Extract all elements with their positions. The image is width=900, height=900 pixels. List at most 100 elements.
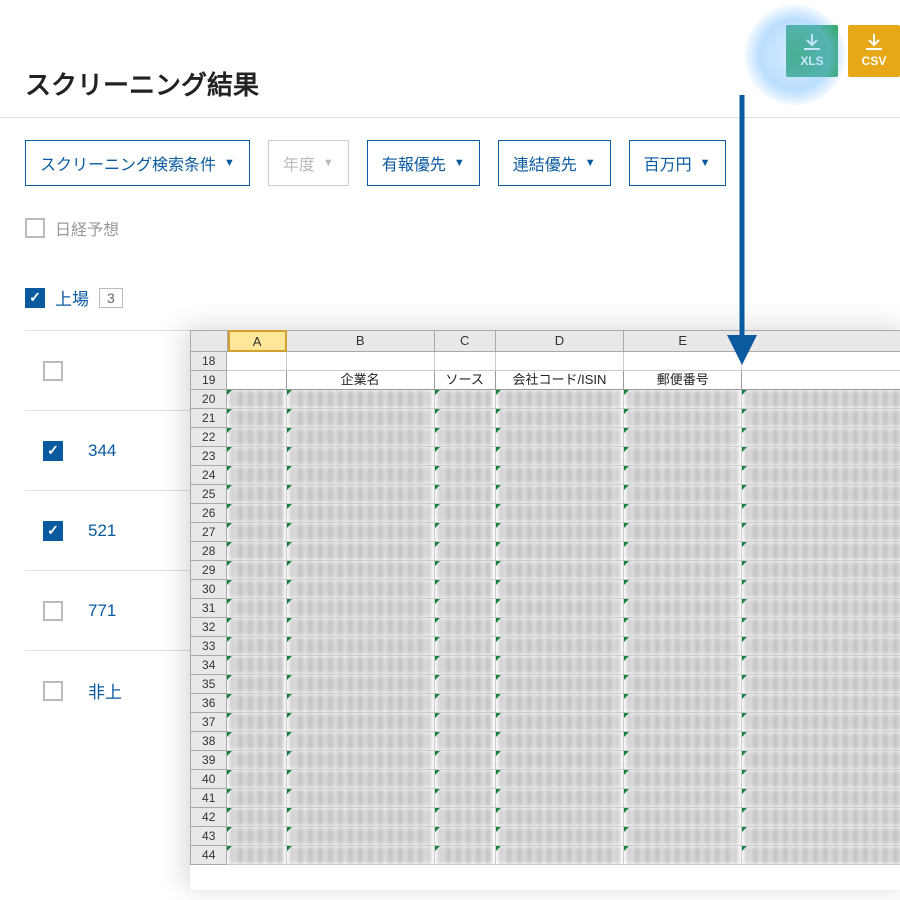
excel-cell[interactable]	[742, 504, 900, 523]
excel-rownum[interactable]: 21	[190, 409, 227, 428]
excel-cell[interactable]	[435, 751, 496, 770]
consolidated-filter[interactable]: 連結優先▼	[498, 140, 611, 186]
excel-cell[interactable]	[742, 580, 900, 599]
excel-rownum[interactable]: 40	[190, 770, 227, 789]
excel-cell[interactable]	[496, 789, 624, 808]
excel-cell[interactable]: 郵便番号	[624, 371, 742, 390]
excel-cell[interactable]	[496, 675, 624, 694]
excel-cell[interactable]	[496, 428, 624, 447]
excel-cell[interactable]	[742, 732, 900, 751]
excel-cell[interactable]	[496, 808, 624, 827]
excel-cell[interactable]	[227, 751, 286, 770]
excel-cell[interactable]	[624, 846, 742, 865]
excel-cell[interactable]	[496, 409, 624, 428]
excel-cell[interactable]	[624, 447, 742, 466]
excel-cell[interactable]	[742, 390, 900, 409]
excel-cell[interactable]	[435, 599, 496, 618]
excel-cell[interactable]	[624, 751, 742, 770]
excel-cell[interactable]	[742, 846, 900, 865]
excel-cell[interactable]	[227, 485, 286, 504]
excel-cell[interactable]	[287, 732, 435, 751]
row-code[interactable]: 521	[88, 521, 116, 541]
row-code[interactable]: 771	[88, 601, 116, 621]
excel-cell[interactable]	[496, 542, 624, 561]
excel-cell[interactable]	[624, 504, 742, 523]
excel-rownum[interactable]: 37	[190, 713, 227, 732]
excel-cell[interactable]	[742, 770, 900, 789]
row-checkbox[interactable]	[43, 681, 63, 701]
excel-cell[interactable]	[227, 732, 286, 751]
excel-cell[interactable]	[287, 713, 435, 732]
excel-cell[interactable]	[496, 523, 624, 542]
excel-cell[interactable]	[435, 789, 496, 808]
excel-cell[interactable]	[435, 542, 496, 561]
excel-col-C[interactable]: C	[435, 330, 496, 352]
excel-rownum[interactable]: 20	[190, 390, 227, 409]
excel-cell[interactable]	[287, 466, 435, 485]
excel-cell[interactable]	[287, 409, 435, 428]
excel-cell[interactable]	[742, 371, 900, 390]
excel-cell[interactable]	[435, 618, 496, 637]
excel-rownum[interactable]: 29	[190, 561, 227, 580]
excel-cell[interactable]	[496, 466, 624, 485]
excel-rownum[interactable]: 42	[190, 808, 227, 827]
excel-cell[interactable]	[435, 428, 496, 447]
excel-cell[interactable]	[287, 542, 435, 561]
excel-cell[interactable]	[496, 770, 624, 789]
excel-rownum[interactable]: 32	[190, 618, 227, 637]
excel-cell[interactable]	[227, 466, 286, 485]
excel-cell[interactable]	[227, 618, 286, 637]
excel-cell[interactable]	[624, 352, 742, 371]
excel-cell[interactable]	[287, 637, 435, 656]
excel-cell[interactable]	[496, 618, 624, 637]
excel-rownum[interactable]: 28	[190, 542, 227, 561]
excel-cell[interactable]	[227, 390, 286, 409]
excel-cell[interactable]	[435, 827, 496, 846]
excel-cell[interactable]	[624, 409, 742, 428]
excel-cell[interactable]	[435, 846, 496, 865]
excel-cell[interactable]	[496, 580, 624, 599]
excel-cell[interactable]	[742, 485, 900, 504]
excel-cell[interactable]	[287, 770, 435, 789]
screening-filter[interactable]: スクリーニング検索条件▼	[25, 140, 250, 186]
excel-rownum[interactable]: 31	[190, 599, 227, 618]
excel-rownum[interactable]: 34	[190, 656, 227, 675]
excel-cell[interactable]	[496, 846, 624, 865]
excel-cell[interactable]	[435, 409, 496, 428]
excel-cell[interactable]	[435, 713, 496, 732]
excel-cell[interactable]	[624, 542, 742, 561]
excel-cell[interactable]	[742, 409, 900, 428]
excel-cell[interactable]	[227, 428, 286, 447]
excel-cell[interactable]	[227, 637, 286, 656]
excel-rownum[interactable]: 36	[190, 694, 227, 713]
excel-cell[interactable]	[742, 542, 900, 561]
excel-cell[interactable]	[435, 656, 496, 675]
excel-cell[interactable]	[624, 523, 742, 542]
excel-cell[interactable]	[742, 637, 900, 656]
excel-cell[interactable]	[742, 789, 900, 808]
excel-col-B[interactable]: B	[287, 330, 435, 352]
excel-cell[interactable]	[227, 561, 286, 580]
excel-cell[interactable]	[742, 428, 900, 447]
excel-cell[interactable]	[287, 694, 435, 713]
excel-cell[interactable]	[435, 694, 496, 713]
excel-cell[interactable]	[227, 352, 286, 371]
excel-rownum[interactable]: 23	[190, 447, 227, 466]
excel-cell[interactable]	[624, 561, 742, 580]
report-filter[interactable]: 有報優先▼	[367, 140, 480, 186]
excel-col-E[interactable]: E	[624, 330, 742, 352]
excel-rownum[interactable]: 26	[190, 504, 227, 523]
excel-cell[interactable]	[287, 580, 435, 599]
excel-cell[interactable]	[742, 675, 900, 694]
excel-cell[interactable]	[227, 694, 286, 713]
excel-cell[interactable]: 企業名	[287, 371, 435, 390]
excel-cell[interactable]	[287, 618, 435, 637]
excel-cell[interactable]	[742, 618, 900, 637]
excel-cell[interactable]	[742, 751, 900, 770]
excel-cell[interactable]	[227, 599, 286, 618]
excel-cell[interactable]	[496, 390, 624, 409]
excel-cell[interactable]	[742, 713, 900, 732]
excel-cell[interactable]	[287, 504, 435, 523]
excel-cell[interactable]	[287, 675, 435, 694]
excel-rownum[interactable]: 24	[190, 466, 227, 485]
